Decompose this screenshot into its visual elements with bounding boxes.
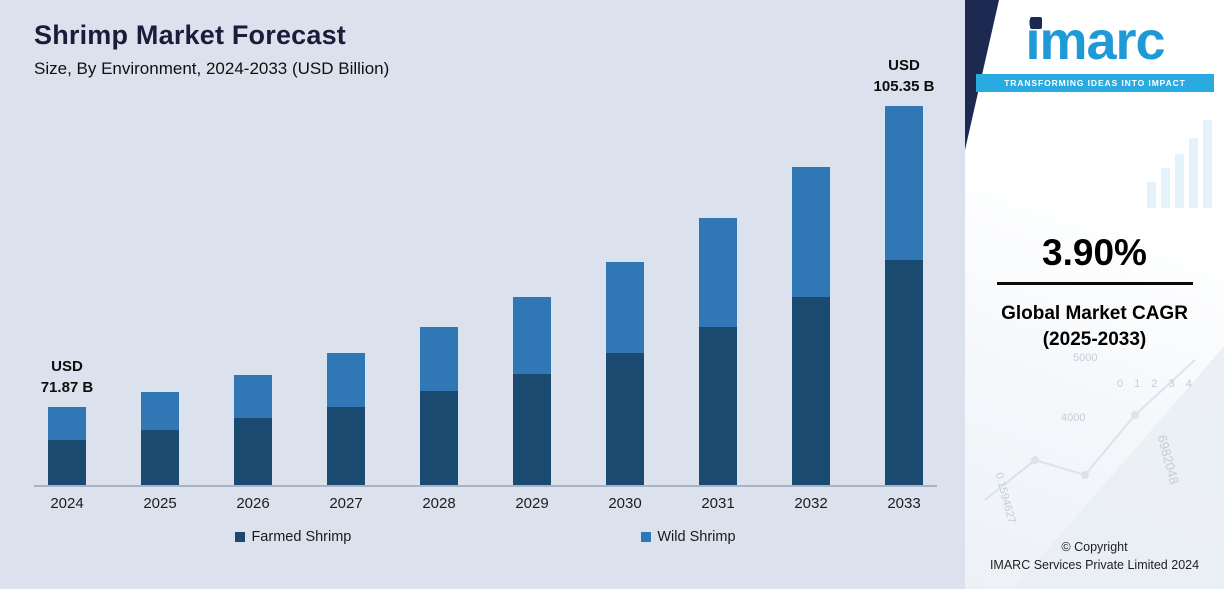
x-axis-label: 2027 [329,495,363,512]
wild-shrimp-segment [792,167,830,297]
farmed-shrimp-segment [513,374,551,485]
x-axis-label: 2033 [887,495,921,512]
bar-stack [885,106,923,485]
imarc-logo: imarc [1025,11,1165,71]
wild-shrimp-segment [885,106,923,260]
bar-value-label: USD 105.35 B [839,55,969,99]
bar-column-2025: 2025 [141,392,179,512]
farmed-shrimp-segment [234,418,272,485]
cagr-label-line1: Global Market CAGR [1001,303,1188,324]
bar-stack [792,167,830,485]
brand-panel: 5000 4000 0 1 2 3 4 6982048 0.1594627 im… [965,0,1224,589]
legend-label: Wild Shrimp [657,529,736,545]
chart-title: Shrimp Market Forecast [34,20,346,50]
decor-number: 5000 [1073,352,1098,364]
bar-column-2033: USD 105.35 B 2033 [874,57,935,513]
imarc-logo-dot-icon [1030,17,1043,29]
imarc-logo-text: imarc [1025,11,1165,71]
decor-axis-numbers: 0 1 2 3 4 [1117,378,1196,390]
bar-value-label-line: 105.35 B [873,78,935,96]
bar-column-2024: USD 71.87 B 2024 [41,358,94,513]
wild-shrimp-segment [513,297,551,374]
x-axis-label: 2029 [515,495,549,512]
wild-shrimp-segment [606,262,644,353]
bar-stack [234,375,272,485]
legend-label: Farmed Shrimp [251,529,352,545]
cagr-value: 3.90% [1042,232,1147,273]
decor-number: 4000 [1061,412,1086,424]
cagr-block: 3.90% Global Market CAGR (2025-2033) [965,232,1224,352]
farmed-shrimp-segment [420,391,458,485]
wild-shrimp-segment [234,375,272,418]
bar-column-2031: 2031 [699,218,737,512]
bar-column-2026: 2026 [234,375,272,512]
bar-column-2030: 2030 [606,262,644,512]
bar-column-2032: 2032 [792,167,830,512]
x-axis-label: 2024 [50,495,84,512]
wild-shrimp-segment [141,392,179,430]
farmed-shrimp-segment [141,430,179,485]
legend-item-farmed-shrimp: Farmed Shrimp [235,529,351,545]
legend-marker-icon [641,532,652,542]
bar-stack [699,218,737,485]
bar-stack [606,262,644,485]
bar-value-label-line: 71.87 B [40,379,94,397]
wild-shrimp-segment [48,407,86,440]
chart-legend: Farmed Shrimp Wild Shrimp [34,529,937,545]
x-axis-label: 2032 [794,495,828,512]
farmed-shrimp-segment [327,407,365,485]
legend-item-wild-shrimp: Wild Shrimp [641,529,736,545]
x-axis-label: 2028 [422,495,456,512]
bar-stack [48,407,86,485]
bar-column-2027: 2027 [327,353,365,512]
stacked-bar-plot: USD 71.87 B 2024 2025 2026 2027 2028 2029 2030 20… [34,57,937,513]
x-axis-label: 2025 [143,495,177,512]
wild-shrimp-segment [699,218,737,327]
cagr-label-line2: (2025-2033) [1042,328,1147,350]
bar-value-label-line: USD [888,56,920,74]
bar-column-2029: 2029 [513,297,551,512]
logo-tagline: TRANSFORMING IDEAS INTO IMPACT [976,74,1214,92]
cagr-underline [996,282,1193,285]
bar-stack [141,392,179,485]
bar-value-label-line: USD [51,357,83,375]
x-axis-label: 2031 [701,495,735,512]
decor-line-chart [984,359,1196,501]
farmed-shrimp-segment [48,440,86,485]
bar-value-label: USD 71.87 B [2,356,132,400]
bar-stack [327,353,365,485]
bar-stack [513,297,551,485]
imarc-logo-block: imarc TRANSFORMING IDEAS INTO IMPACT [976,14,1214,92]
copyright-line2: IMARC Services Private Limited 2024 [989,558,1200,573]
decor-bar-chart [1147,120,1212,208]
chart-subtitle: Size, By Environment, 2024-2033 (USD Bil… [34,59,390,78]
bar-stack [420,327,458,485]
x-axis-label: 2030 [608,495,642,512]
farmed-shrimp-segment [699,327,737,485]
chart-area: Shrimp Market Forecast Size, By Environm… [0,0,965,589]
copyright-block: © Copyright IMARC Services Private Limit… [965,538,1224,576]
legend-marker-icon [235,532,246,542]
farmed-shrimp-segment [606,353,644,485]
farmed-shrimp-segment [885,260,923,485]
wild-shrimp-segment [327,353,365,407]
wild-shrimp-segment [420,327,458,391]
x-axis-label: 2026 [236,495,270,512]
copyright-line1: © Copyright [1061,539,1128,554]
bar-column-2028: 2028 [420,327,458,512]
farmed-shrimp-segment [792,297,830,485]
